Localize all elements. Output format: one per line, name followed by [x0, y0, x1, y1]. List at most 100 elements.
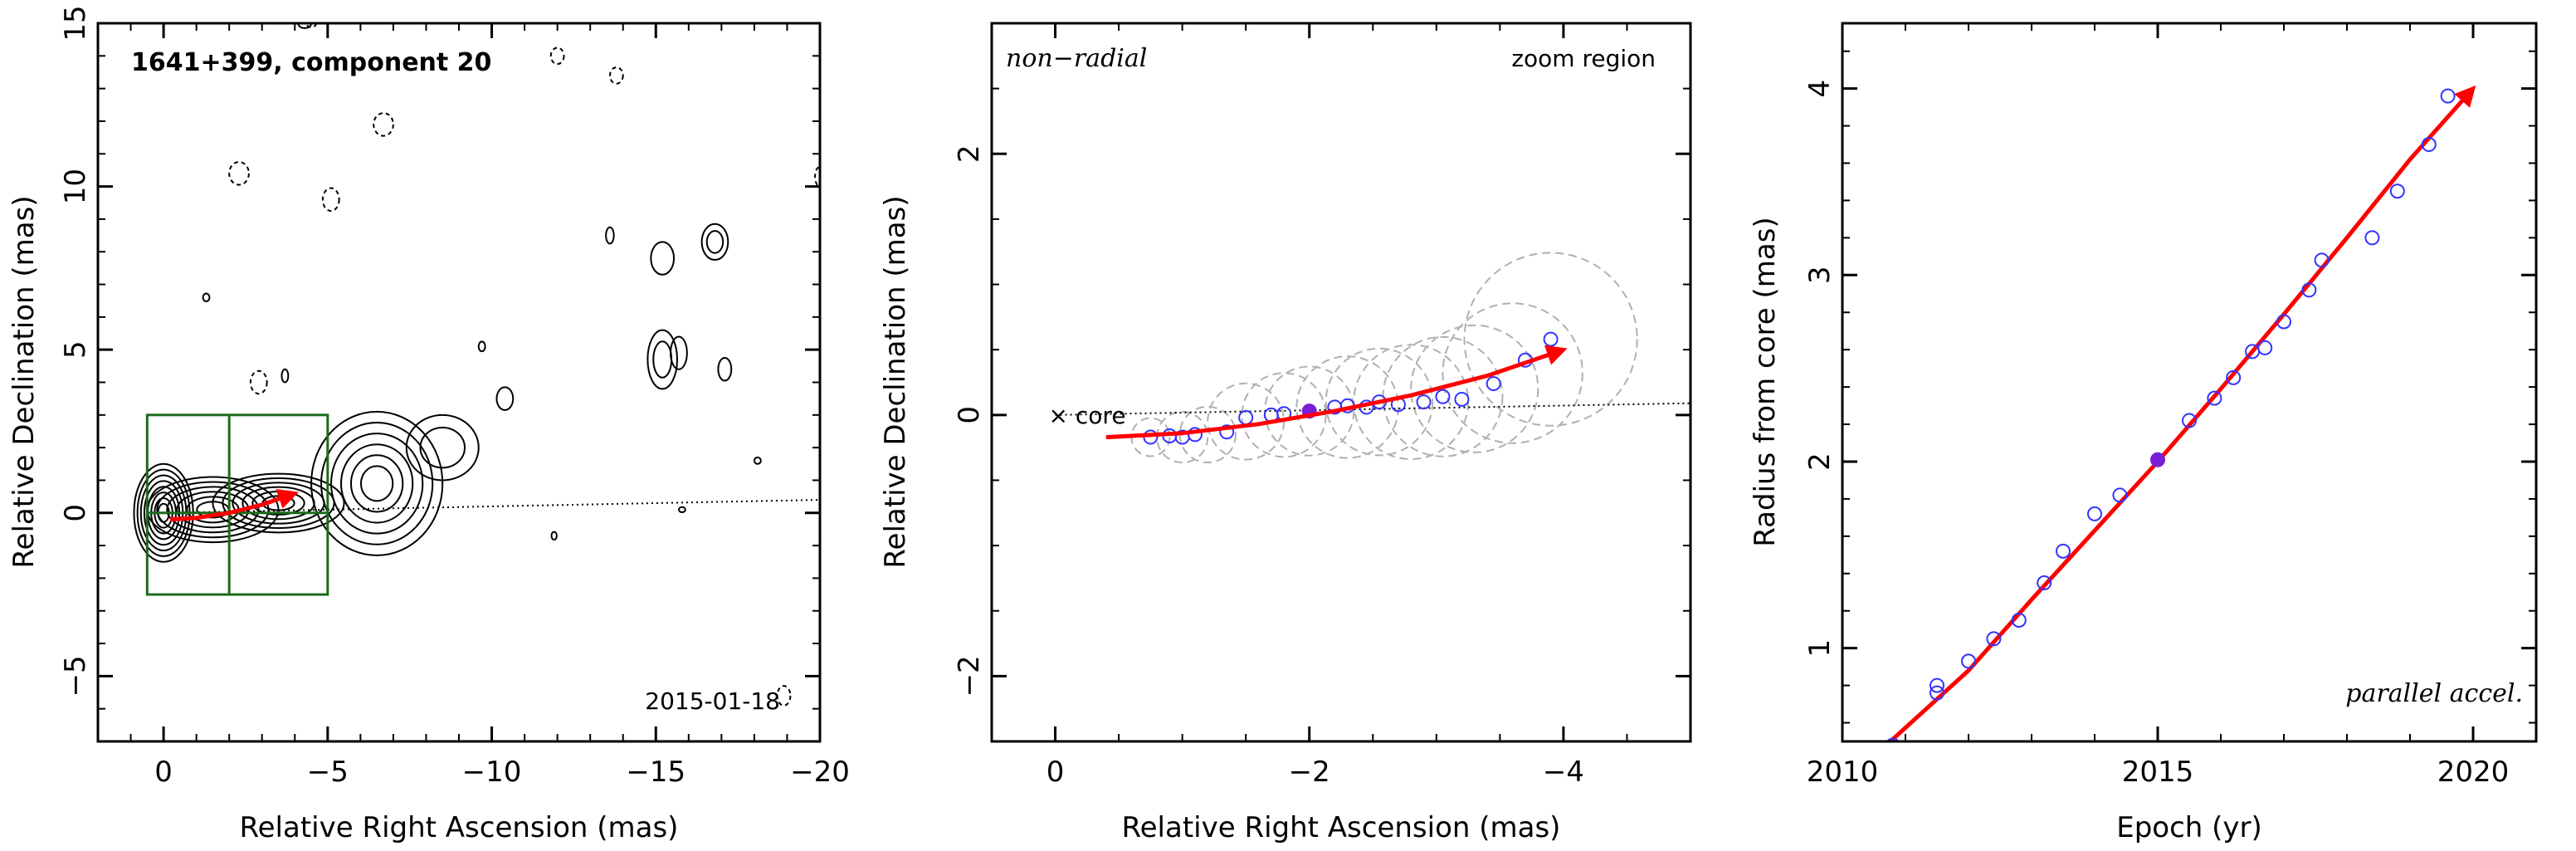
component-size-circle — [1241, 372, 1327, 458]
negative-contour — [321, 187, 340, 213]
component-size-circle — [1156, 410, 1209, 464]
epoch-radius-point — [2276, 314, 2291, 330]
component-position-point — [1238, 409, 1254, 425]
contour-level — [339, 443, 414, 524]
y-tick-label: 4 — [1803, 80, 1837, 98]
y-tick-label: 2 — [953, 144, 986, 163]
x-tick-label: −2 — [1289, 756, 1330, 789]
negative-contour — [776, 685, 792, 707]
component-position-point — [1486, 376, 1501, 392]
contour-level — [605, 226, 615, 245]
contour-level — [700, 223, 729, 262]
negative-contour — [608, 66, 624, 85]
component-size-circle — [1295, 355, 1399, 459]
contour-level — [405, 413, 480, 482]
y-tick-label: 1 — [1803, 639, 1837, 658]
component-position-point — [1435, 389, 1451, 404]
epoch-radius-point — [2207, 390, 2222, 406]
component-size-circle — [1410, 324, 1539, 453]
y-tick-label: −5 — [59, 655, 92, 697]
contour-level — [202, 292, 211, 302]
contour-level — [212, 472, 345, 534]
contour-level — [670, 335, 688, 370]
negative-contour — [249, 369, 268, 395]
contour-level — [222, 477, 335, 530]
panel1-date-label: 2015-01-18 — [645, 687, 780, 715]
contour-level — [281, 368, 290, 384]
contour-level — [330, 433, 424, 535]
contour-level — [650, 241, 676, 276]
contour-level — [646, 329, 678, 390]
negative-contour — [814, 166, 820, 188]
y-tick-label: 5 — [59, 340, 92, 359]
contour-level — [156, 481, 270, 539]
epoch-radius-point — [2037, 575, 2052, 591]
y-tick-label: 10 — [59, 169, 92, 204]
epoch-radius-point — [2314, 252, 2330, 268]
contour-level — [717, 357, 733, 382]
epoch-radius-point — [2087, 506, 2102, 521]
panel2-non-radial-note: non−radial — [1006, 44, 1147, 73]
trajectory-arrow — [1105, 345, 1568, 440]
x-tick-label: 2020 — [2437, 756, 2510, 789]
jet-axis-line — [1055, 402, 1690, 416]
contour-level — [320, 421, 434, 545]
panel2-zoom-region-note: zoom region — [1511, 45, 1656, 72]
panel-zoom-region: × core 0 −2 −4−202 non−radial zoom region … — [879, 22, 1692, 844]
contour-level — [477, 340, 486, 353]
x-tick-label: −15 — [626, 756, 685, 789]
panel1-title: 1641+399, component 20 — [131, 48, 491, 77]
epoch-radius-point — [2257, 340, 2273, 355]
panel1-x-axis-label: Relative Right Ascension (mas) — [240, 811, 679, 844]
panel1-plot-content — [133, 23, 820, 707]
epoch-radius-point — [2112, 487, 2128, 503]
contour-level — [310, 410, 444, 556]
trajectory-arrow — [169, 488, 300, 522]
contour-level — [677, 506, 686, 513]
epoch-radius-point — [1930, 677, 1944, 693]
negative-contour — [549, 46, 565, 66]
x-tick-label: 0 — [154, 756, 173, 789]
epoch-radius-point — [2226, 369, 2242, 385]
panel2-y-axis-label: Relative Declination (mas) — [879, 195, 912, 568]
epoch-radius-point — [1930, 685, 1944, 701]
panel3-ticks: 2010 2015 2020 1 2 3 4 — [1803, 23, 2537, 789]
panel-vlbi-map: 0 −5 −10 −15 −20 −5 0 5 10 15 1641+399, component… — [7, 5, 850, 844]
epoch-radius-point — [2364, 230, 2380, 246]
epoch-radius-point — [2440, 88, 2456, 104]
component-size-circle — [1442, 302, 1583, 444]
y-tick-label: 15 — [59, 5, 92, 41]
panel3-frame — [1841, 22, 2538, 743]
component-size-circle — [1463, 252, 1638, 427]
contour-level — [753, 456, 762, 465]
component-position-point — [1219, 424, 1235, 440]
panel1-frame — [96, 22, 822, 743]
y-tick-label: 2 — [1803, 452, 1837, 471]
x-tick-label: −4 — [1543, 756, 1584, 789]
x-tick-label: −10 — [462, 756, 522, 789]
panel2-plot-content: × core — [1049, 252, 1690, 464]
y-tick-label: 0 — [953, 406, 986, 424]
x-tick-label: −5 — [307, 756, 349, 789]
panel3-x-axis-label: Epoch (yr) — [2116, 811, 2262, 844]
x-tick-label: 2015 — [2122, 756, 2194, 789]
contour-level — [349, 454, 404, 513]
epoch-radius-point — [2421, 137, 2437, 153]
zoom-region-box — [145, 413, 329, 596]
epoch-radius-point — [1986, 631, 2002, 647]
panel-radius-vs-epoch: 2010 2015 2020 1 2 3 4 parallel accel. Epoch (… — [1749, 22, 2538, 844]
contour-level — [495, 386, 515, 411]
panel1-ticks: 0 −5 −10 −15 −20 −5 0 5 10 15 — [59, 5, 850, 789]
epoch-radius-point — [2150, 452, 2165, 467]
epoch-radius-point — [1961, 653, 1976, 669]
epoch-radius-point — [2056, 543, 2071, 559]
panel3-parallel-accel-note: parallel accel. — [2345, 679, 2523, 708]
contour-level — [550, 531, 558, 541]
contour-level — [419, 426, 466, 469]
panel2-frame — [990, 22, 1692, 743]
negative-contour — [373, 112, 394, 137]
y-tick-label: −2 — [953, 655, 986, 697]
epoch-radius-point — [2182, 413, 2197, 428]
x-tick-label: 2010 — [1807, 756, 1879, 789]
contour-level — [705, 230, 724, 254]
